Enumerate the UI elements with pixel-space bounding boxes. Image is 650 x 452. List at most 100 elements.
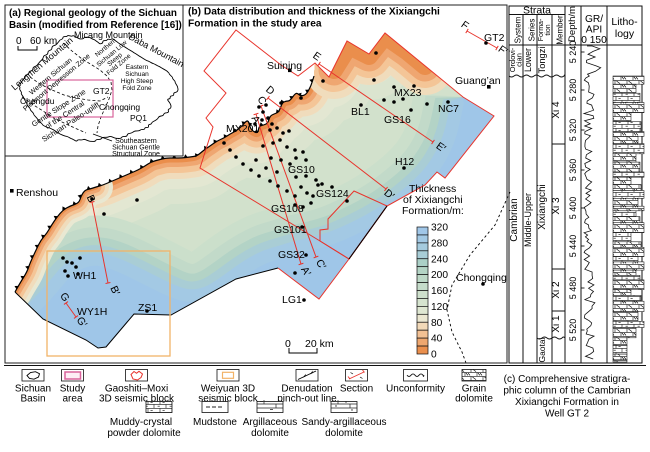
svg-text:WY1H: WY1H bbox=[77, 306, 107, 318]
svg-text:60 km: 60 km bbox=[30, 36, 57, 47]
svg-text:Micang Mountain: Micang Mountain bbox=[74, 30, 143, 40]
svg-text:Eastern: Eastern bbox=[126, 64, 149, 71]
svg-text:phic column of the Cambrian: phic column of the Cambrian bbox=[503, 386, 630, 397]
svg-text:Grain: Grain bbox=[462, 384, 486, 395]
svg-text:Middle-Upper: Middle-Upper bbox=[523, 193, 533, 247]
svg-text:5 520: 5 520 bbox=[568, 319, 578, 342]
svg-text:5 400: 5 400 bbox=[568, 197, 578, 220]
svg-text:logy: logy bbox=[615, 28, 635, 40]
svg-text:MX23: MX23 bbox=[394, 87, 422, 99]
svg-text:Gaotai: Gaotai bbox=[537, 337, 547, 362]
svg-text:Southeastern: Southeastern bbox=[115, 138, 157, 145]
svg-text:(a) Regional geology of the Si: (a) Regional geology of the Sichuan bbox=[9, 8, 177, 19]
svg-text:5 480: 5 480 bbox=[568, 277, 578, 300]
svg-text:Suining: Suining bbox=[267, 60, 302, 72]
svg-text:GR/: GR/ bbox=[585, 14, 603, 25]
svg-text:Argillaceous: Argillaceous bbox=[243, 417, 297, 428]
svg-text:Unconformity: Unconformity bbox=[386, 384, 445, 395]
svg-text:Chongqing: Chongqing bbox=[456, 272, 507, 284]
svg-text:High Steep: High Steep bbox=[121, 78, 154, 85]
svg-text:GS10: GS10 bbox=[288, 164, 315, 176]
svg-text:Renshou: Renshou bbox=[16, 187, 58, 199]
svg-text:Chongqing: Chongqing bbox=[99, 102, 140, 112]
svg-text:Muddy-crystal: Muddy-crystal bbox=[110, 417, 172, 428]
svg-text:LG1: LG1 bbox=[282, 294, 302, 306]
svg-text:API: API bbox=[586, 25, 602, 36]
svg-text:0: 0 bbox=[431, 350, 437, 361]
svg-text:Xi 3: Xi 3 bbox=[551, 197, 562, 215]
svg-text:dolomite: dolomite bbox=[455, 394, 493, 405]
svg-text:BL1: BL1 bbox=[351, 106, 370, 118]
svg-text:GS124: GS124 bbox=[316, 188, 349, 200]
svg-text:320: 320 bbox=[431, 223, 448, 234]
svg-text:dolomite: dolomite bbox=[325, 428, 363, 439]
svg-text:Formation/m:: Formation/m: bbox=[402, 205, 464, 217]
svg-text:powder dolomite: powder dolomite bbox=[107, 428, 181, 439]
svg-text:pinch-out line: pinch-out line bbox=[277, 394, 337, 405]
svg-text:area: area bbox=[62, 394, 82, 405]
svg-text:Thickness: Thickness bbox=[409, 183, 456, 195]
svg-text:GT2: GT2 bbox=[484, 32, 505, 44]
svg-text:Gaoshiti–Moxi: Gaoshiti–Moxi bbox=[105, 384, 168, 395]
svg-text:Sichuan: Sichuan bbox=[15, 384, 51, 395]
svg-text:5 440: 5 440 bbox=[568, 235, 578, 258]
svg-text:Xi 1: Xi 1 bbox=[551, 315, 562, 333]
svg-text:GS101: GS101 bbox=[274, 224, 307, 236]
svg-text:Sichuan: Sichuan bbox=[125, 71, 149, 78]
svg-text:200: 200 bbox=[431, 270, 448, 281]
svg-text:20 km: 20 km bbox=[305, 338, 334, 350]
svg-text:0: 0 bbox=[16, 36, 22, 47]
svg-text:Guang’an: Guang’an bbox=[455, 75, 501, 87]
svg-text:280: 280 bbox=[431, 238, 448, 249]
svg-text:160: 160 bbox=[431, 286, 448, 297]
svg-text:Strata: Strata bbox=[523, 5, 551, 17]
svg-text:Lower: Lower bbox=[523, 48, 533, 72]
svg-text:5 240: 5 240 bbox=[568, 41, 578, 64]
svg-text:PQ1: PQ1 bbox=[130, 113, 147, 123]
svg-text:GS32: GS32 bbox=[278, 249, 305, 261]
svg-text:tion: tion bbox=[545, 24, 552, 35]
svg-text:GS16: GS16 bbox=[384, 114, 411, 126]
svg-text:Structural Zone: Structural Zone bbox=[112, 151, 160, 158]
svg-text:Xi 4: Xi 4 bbox=[551, 101, 562, 119]
svg-text:System: System bbox=[514, 16, 523, 43]
svg-text:40: 40 bbox=[431, 334, 443, 345]
svg-text:Sandy-argillaceous: Sandy-argillaceous bbox=[301, 417, 386, 428]
svg-text:120: 120 bbox=[431, 302, 448, 313]
svg-text:Xixiangchi Formation in: Xixiangchi Formation in bbox=[515, 397, 619, 408]
svg-text:Member: Member bbox=[556, 15, 565, 45]
svg-text:(c) Comprehensive stratigra-: (c) Comprehensive stratigra- bbox=[504, 374, 631, 385]
svg-text:Section: Section bbox=[340, 384, 373, 395]
svg-text:Forma-: Forma- bbox=[538, 18, 545, 41]
svg-text:(b) Data distribution and thic: (b) Data distribution and thickness of t… bbox=[188, 7, 440, 18]
svg-text:Cambrian: Cambrian bbox=[509, 198, 520, 241]
svg-text:5 360: 5 360 bbox=[568, 159, 578, 182]
svg-text:5 280: 5 280 bbox=[568, 79, 578, 102]
svg-text:Fold Zone: Fold Zone bbox=[122, 85, 152, 92]
svg-text:ZS1: ZS1 bbox=[138, 302, 157, 314]
svg-text:Mudstone: Mudstone bbox=[193, 417, 237, 428]
svg-text:GS108: GS108 bbox=[271, 203, 304, 215]
svg-text:Chengdu: Chengdu bbox=[20, 96, 55, 106]
svg-text:H12: H12 bbox=[395, 156, 414, 168]
svg-text:Basin: Basin bbox=[20, 394, 45, 405]
svg-text:0 150: 0 150 bbox=[581, 35, 607, 46]
svg-text:cian: cian bbox=[515, 53, 524, 67]
svg-text:NC7: NC7 bbox=[438, 103, 459, 115]
svg-text:Formation in the study area: Formation in the study area bbox=[188, 19, 322, 30]
svg-text:GT2: GT2 bbox=[93, 86, 110, 96]
svg-text:of Xixiangchi: of Xixiangchi bbox=[403, 194, 463, 206]
svg-text:dolomite: dolomite bbox=[251, 428, 289, 439]
svg-text:Depth/m: Depth/m bbox=[567, 6, 578, 42]
svg-text:Litho-: Litho- bbox=[611, 16, 638, 28]
svg-text:Sichuan Gentle: Sichuan Gentle bbox=[112, 145, 160, 152]
svg-text:Well GT 2: Well GT 2 bbox=[545, 409, 590, 420]
svg-text:240: 240 bbox=[431, 254, 448, 265]
svg-text:80: 80 bbox=[431, 318, 443, 329]
svg-text:3D seismic block: 3D seismic block bbox=[99, 394, 175, 405]
svg-text:Series: Series bbox=[528, 19, 537, 42]
svg-text:Weiyuan 3D: Weiyuan 3D bbox=[201, 384, 255, 395]
svg-text:5 320: 5 320 bbox=[568, 119, 578, 142]
svg-text:Tongzi: Tongzi bbox=[537, 47, 547, 74]
svg-text:Ordovi-: Ordovi- bbox=[508, 47, 517, 72]
